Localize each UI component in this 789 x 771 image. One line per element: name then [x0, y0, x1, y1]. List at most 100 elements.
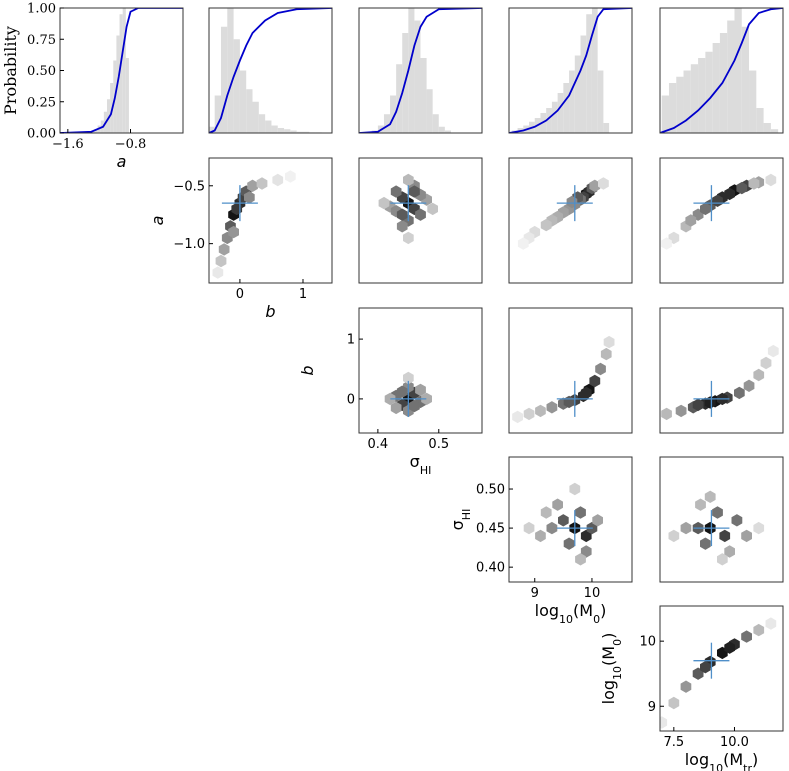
- panel: [358, 157, 483, 284]
- panel: [208, 7, 333, 134]
- hist-bar: [763, 123, 771, 133]
- panel: 0.4 0.5 0 1: [347, 307, 483, 452]
- hist-bar: [569, 70, 575, 133]
- hist-bar: [432, 114, 439, 133]
- hist-bar: [408, 8, 415, 133]
- hex-cell: [765, 617, 777, 630]
- hist-bar: [284, 129, 291, 133]
- plot-area: [60, 8, 183, 133]
- x-axis-label: b: [265, 302, 275, 321]
- hist-bar: [302, 131, 310, 133]
- hex-cell: [569, 482, 581, 496]
- x-axis-label-part: (M: [573, 601, 593, 620]
- hex-cell: [595, 362, 606, 376]
- hist-bar: [94, 129, 98, 133]
- x-tick-label: 1: [299, 287, 307, 302]
- hex-cell: [403, 231, 414, 245]
- hex-cell: [668, 529, 680, 543]
- hist-bar: [119, 14, 123, 133]
- plot-area: [384, 371, 432, 418]
- hist-bar: [557, 93, 564, 133]
- panel: [659, 456, 784, 583]
- hex-cell: [535, 529, 546, 543]
- hex-cell: [695, 498, 706, 511]
- x-axis-label: log10(M0): [535, 601, 607, 626]
- hex-cell: [546, 521, 558, 535]
- panel: −1.6 −0.8 0.00 0.25 0.50 0.75 1.00: [27, 2, 184, 152]
- hex-cell: [661, 407, 672, 421]
- hist-bar: [290, 130, 297, 133]
- x-tick-label: 10: [584, 586, 601, 601]
- frame: [208, 7, 333, 134]
- hist-bar: [683, 70, 691, 133]
- hex-cell: [753, 521, 765, 535]
- hex-cell: [765, 173, 777, 187]
- x-axis-label: σHI: [410, 452, 432, 477]
- hex-cell: [396, 385, 408, 398]
- x-axis-label: a: [117, 152, 127, 171]
- frame: [208, 157, 333, 284]
- cdf-line: [359, 8, 482, 133]
- cdf-line: [60, 8, 183, 133]
- x-axis-label-part: (M: [723, 750, 743, 769]
- hist-bar: [239, 70, 247, 133]
- hist-bar: [252, 101, 259, 133]
- hex-cell: [692, 398, 704, 412]
- plot-area: [668, 490, 765, 566]
- hex-cell: [415, 383, 426, 397]
- cdf-line: [509, 8, 632, 133]
- y-tick-label: 9: [648, 700, 656, 715]
- hist-bar: [125, 58, 129, 133]
- hist-bar: [414, 20, 421, 133]
- y-axis-label-part: ): [599, 633, 618, 639]
- plot-area: [661, 344, 779, 421]
- hist-bar: [712, 43, 720, 133]
- hex-cell: [247, 179, 258, 192]
- hist-bar: [597, 70, 604, 133]
- hex-cell: [558, 514, 569, 527]
- hex-cell: [580, 545, 592, 558]
- x-tick-label: 0.5: [428, 437, 449, 452]
- hist-bar: [586, 14, 592, 133]
- hex-cell: [403, 173, 414, 187]
- hist-bar: [122, 8, 126, 133]
- hist-bar: [563, 83, 570, 133]
- hex-cell: [724, 641, 735, 654]
- plot-area: [212, 170, 296, 279]
- y-axis-label-part: 10: [611, 666, 624, 680]
- hex-cell: [396, 220, 408, 233]
- hex-cell: [218, 243, 230, 256]
- x-axis-label-part: ): [752, 750, 758, 769]
- y-tick-label: 0.00: [27, 127, 56, 142]
- panel: [358, 7, 483, 134]
- panel: [508, 157, 633, 284]
- y-tick-label: 0.45: [476, 522, 505, 537]
- hex-cell: [741, 630, 752, 643]
- hex-cell: [396, 208, 408, 221]
- hist-bar: [214, 95, 221, 133]
- y-tick-label: 0.75: [27, 33, 56, 48]
- x-tick-label: −0.8: [115, 137, 147, 152]
- x-axis-label-part: 10: [709, 762, 723, 771]
- x-tick-label: 0.4: [368, 437, 389, 452]
- plot-area: [378, 173, 438, 245]
- hex-cell: [215, 254, 227, 268]
- panel: [659, 307, 784, 434]
- y-axis-label: a: [148, 216, 167, 226]
- hex-cell: [717, 553, 728, 566]
- hist-bar: [107, 99, 111, 133]
- hex-cell: [603, 335, 615, 349]
- hist-bar: [258, 114, 266, 133]
- hex-cell: [700, 537, 711, 550]
- hex-cell: [668, 696, 680, 710]
- hex-cell: [598, 177, 609, 190]
- x-axis-label-part: tr: [743, 762, 752, 771]
- hist-bar: [698, 58, 706, 133]
- hex-cell: [523, 521, 535, 535]
- x-axis-label-part: ): [600, 601, 606, 620]
- hex-cell: [685, 214, 697, 227]
- hex-cell: [589, 179, 601, 192]
- plot-area: [512, 335, 615, 424]
- hex-cell: [680, 521, 692, 535]
